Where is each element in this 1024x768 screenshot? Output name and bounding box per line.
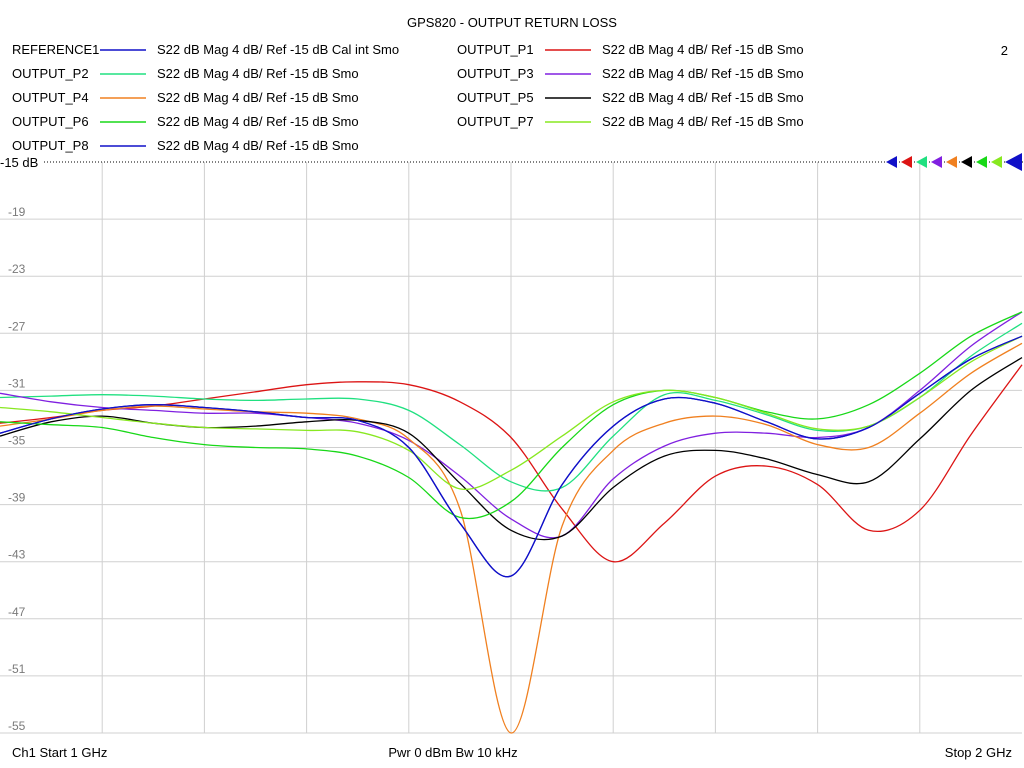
chart-title: GPS820 - OUTPUT RETURN LOSS	[407, 15, 617, 30]
ref-marker	[946, 156, 957, 168]
y-tick-label: -31	[8, 376, 26, 390]
legend-entry: OUTPUT_P2 S22 dB Mag 4 dB/ Ref -15 dB Smo	[12, 66, 359, 81]
legend-series-desc: S22 dB Mag 4 dB/ Ref -15 dB Smo	[157, 90, 359, 105]
ref-marker	[976, 156, 987, 168]
y-axis: -19 -23 -27 -31 -35 -39 -43 -47 -51 -55	[8, 205, 26, 733]
y-tick-label: -23	[8, 262, 26, 276]
legend-entry: OUTPUT_P4 S22 dB Mag 4 dB/ Ref -15 dB Smo	[12, 90, 359, 105]
legend-series-name: OUTPUT_P2	[12, 66, 89, 81]
legend-entry: REFERENCE1 S22 dB Mag 4 dB/ Ref -15 dB Ca…	[12, 42, 399, 57]
legend-series-name: OUTPUT_P3	[457, 66, 534, 81]
legend-series-name: OUTPUT_P5	[457, 90, 534, 105]
trace-output-p4	[0, 342, 1023, 734]
y-tick-label: -43	[8, 548, 26, 562]
legend-entry: OUTPUT_P5 S22 dB Mag 4 dB/ Ref -15 dB Smo	[457, 90, 804, 105]
trace-output-p6	[0, 311, 1023, 520]
ref-marker	[916, 156, 927, 168]
legend-series-desc: S22 dB Mag 4 dB/ Ref -15 dB Smo	[157, 114, 359, 129]
legend: REFERENCE1 S22 dB Mag 4 dB/ Ref -15 dB Ca…	[12, 42, 804, 153]
legend-entry: OUTPUT_P7 S22 dB Mag 4 dB/ Ref -15 dB Smo	[457, 114, 804, 129]
legend-entry: OUTPUT_P3 S22 dB Mag 4 dB/ Ref -15 dB Smo	[457, 66, 804, 81]
legend-series-desc: S22 dB Mag 4 dB/ Ref -15 dB Smo	[602, 114, 804, 129]
legend-entry: OUTPUT_P6 S22 dB Mag 4 dB/ Ref -15 dB Smo	[12, 114, 359, 129]
trace-output-p7	[0, 335, 1023, 491]
reference-markers	[886, 153, 1022, 171]
traces	[0, 311, 1023, 734]
trace-output-p1	[0, 364, 1023, 563]
legend-series-desc: S22 dB Mag 4 dB/ Ref -15 dB Smo	[157, 138, 359, 153]
footer-mid: Pwr 0 dBm Bw 10 kHz	[388, 745, 517, 760]
y-tick-label: -55	[8, 719, 26, 733]
legend-series-name: OUTPUT_P8	[12, 138, 89, 153]
ref-marker	[901, 156, 912, 168]
active-ref-marker	[1005, 153, 1022, 171]
legend-series-name: OUTPUT_P1	[457, 42, 534, 57]
y-tick-label: -35	[8, 434, 26, 448]
y-tick-label: -47	[8, 605, 26, 619]
legend-series-desc: S22 dB Mag 4 dB/ Ref -15 dB Cal int Smo	[157, 42, 399, 57]
ref-marker	[991, 156, 1002, 168]
trace-output-p8	[0, 335, 1023, 578]
legend-series-desc: S22 dB Mag 4 dB/ Ref -15 dB Smo	[602, 90, 804, 105]
y-tick-label: -27	[8, 319, 26, 333]
y-tick-label: -39	[8, 491, 26, 505]
legend-series-name: OUTPUT_P4	[12, 90, 89, 105]
legend-entry: OUTPUT_P1 S22 dB Mag 4 dB/ Ref -15 dB Smo	[457, 42, 804, 57]
legend-series-desc: S22 dB Mag 4 dB/ Ref -15 dB Smo	[602, 42, 804, 57]
channel-number: 2	[1001, 43, 1008, 58]
legend-series-name: REFERENCE1	[12, 42, 99, 57]
y-tick-label: -51	[8, 662, 26, 676]
footer-stop: Stop 2 GHz	[945, 745, 1012, 760]
legend-series-name: OUTPUT_P7	[457, 114, 534, 129]
ref-marker	[931, 156, 942, 168]
footer-start: Ch1 Start 1 GHz	[12, 745, 107, 760]
legend-series-name: OUTPUT_P6	[12, 114, 89, 129]
ref-marker	[886, 156, 897, 168]
ref-marker	[961, 156, 972, 168]
reference-label: -15 dB	[0, 155, 38, 170]
legend-series-desc: S22 dB Mag 4 dB/ Ref -15 dB Smo	[602, 66, 804, 81]
legend-entry: OUTPUT_P8 S22 dB Mag 4 dB/ Ref -15 dB Smo	[12, 138, 359, 153]
legend-series-desc: S22 dB Mag 4 dB/ Ref -15 dB Smo	[157, 66, 359, 81]
y-tick-label: -19	[8, 205, 26, 219]
